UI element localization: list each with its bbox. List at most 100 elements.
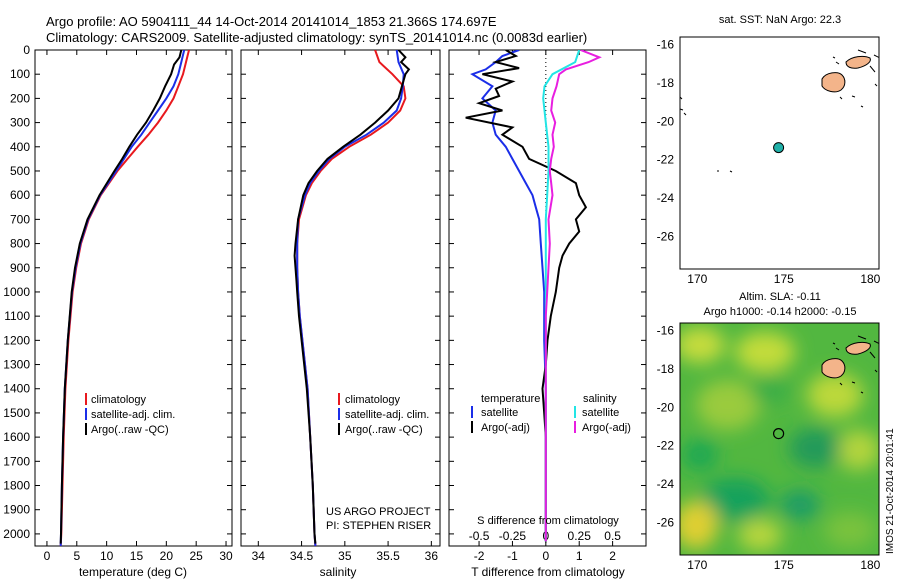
s-tick-label: 0.5: [604, 529, 621, 543]
temperature-xlabel: temperature (deg C): [79, 565, 187, 579]
x-tick-label: 5: [73, 549, 80, 563]
series-line-climatology: [59, 50, 190, 546]
fiji-main-island: [821, 358, 846, 379]
legend-label-s-argo: Argo(-adj): [582, 422, 631, 434]
fiji-main-island: [821, 72, 846, 93]
map-y-tick-label: -16: [657, 324, 675, 338]
map-x-tick-label: 180: [860, 272, 880, 286]
series-line-argo-raw-qc-: [59, 50, 183, 544]
t-difference-label: T difference from climatology: [471, 565, 625, 579]
x-tick-label: 10: [100, 549, 114, 563]
coastline-fragments: [680, 96, 733, 173]
y-tick-label: 900: [10, 261, 30, 275]
sst-map-frame: [679, 36, 880, 270]
legend-label-argo: Argo(..raw -QC): [91, 424, 169, 436]
x-tick-label: -2: [474, 549, 485, 563]
x-tick-label: 20: [160, 549, 174, 563]
map-y-tick-label: -22: [657, 153, 675, 167]
float-position-marker: [773, 142, 785, 154]
y-tick-label: 2000: [3, 527, 30, 541]
credit-project: US ARGO PROJECT: [326, 506, 431, 518]
header-line1: Argo profile: AO 5904111_44 14-Oct-2014 …: [46, 14, 497, 29]
sla-map-subtitle: Argo h1000: -0.14 h2000: -0.15: [704, 306, 857, 318]
y-tick-label: 1800: [3, 479, 30, 493]
map-x-tick-label: 170: [687, 272, 707, 286]
fiji-islets: [832, 335, 879, 394]
map-y-tick-label: -22: [657, 439, 675, 453]
map-y-tick-label: -18: [657, 362, 675, 376]
header-line2: Climatology: CARS2009. Satellite-adjuste…: [46, 30, 587, 45]
series-line-t-argo-adj-: [465, 50, 588, 542]
y-tick-label: 200: [10, 91, 30, 105]
y-tick-label: 700: [10, 212, 30, 226]
map-y-tick-label: -26: [657, 229, 675, 243]
legend-label-s-satellite: satellite: [582, 407, 619, 419]
y-tick-label: 1100: [4, 309, 30, 323]
series-line-satellite-adj-clim-: [296, 50, 405, 546]
s-tick-label: -0.5: [469, 529, 490, 543]
series-line-satellite-adj-clim-: [59, 50, 186, 546]
fiji-north-island: [845, 341, 871, 355]
map-y-tick-label: -24: [657, 477, 675, 491]
fiji-north-island: [845, 55, 871, 69]
map-x-tick-label: 175: [774, 558, 794, 572]
timestamp: IMOS 21-Oct-2014 20:01:41: [885, 428, 896, 554]
y-tick-label: 300: [10, 116, 30, 130]
map-y-tick-label: -20: [657, 400, 675, 414]
legend-label-argo: Argo(..raw -QC): [345, 424, 423, 436]
temperature-plot-frame: [34, 49, 233, 547]
fiji-islets: [832, 49, 879, 108]
map-x-tick-label: 175: [774, 272, 794, 286]
x-tick-label: 0: [542, 549, 549, 563]
map-y-tick-label: -16: [657, 38, 675, 52]
y-tick-label: 600: [10, 188, 30, 202]
map-y-tick-label: -24: [657, 191, 675, 205]
sst-map: [679, 36, 880, 270]
y-tick-label: 1400: [3, 382, 30, 396]
x-tick-label: 30: [219, 549, 233, 563]
legend-label-t-argo: Argo(-adj): [481, 422, 530, 434]
x-tick-label: -1: [507, 549, 518, 563]
y-tick-label: 1600: [3, 430, 30, 444]
x-tick-label: 0: [44, 549, 51, 563]
sla-map-title: Altim. SLA: -0.11: [739, 291, 821, 303]
legend-label-climatology: climatology: [91, 394, 147, 406]
map-y-tick-label: -20: [657, 114, 675, 128]
map-y-tick-label: -18: [657, 76, 675, 90]
x-tick-label: 25: [190, 549, 204, 563]
s-tick-label: 0.25: [568, 529, 592, 543]
y-tick-label: 1200: [3, 333, 30, 347]
legend-title-salinity: salinity: [583, 393, 617, 405]
y-tick-label: 500: [10, 164, 30, 178]
x-tick-label: 35.5: [376, 549, 400, 563]
x-tick-label: 36: [425, 549, 439, 563]
difference-legend: temperature salinity satellite Argo(-adj…: [471, 393, 631, 434]
y-tick-label: 400: [10, 140, 30, 154]
y-tick-label: 1000: [3, 285, 30, 299]
s-difference-label: S difference from climatology: [477, 515, 619, 527]
legend-title-temperature: temperature: [481, 393, 540, 405]
difference-plot-frame: [448, 49, 647, 547]
x-tick-label: 2: [609, 549, 616, 563]
y-tick-label: 100: [10, 67, 30, 81]
x-tick-label: 15: [130, 549, 144, 563]
sla-anomaly-field: [680, 327, 879, 551]
series-line-s-satellite: [542, 50, 581, 542]
float-position-marker: [772, 428, 785, 440]
y-tick-label: 1300: [3, 358, 30, 372]
salinity-plot-frame: [240, 49, 441, 547]
map-y-tick-label: -26: [657, 515, 675, 529]
y-tick-label: 0: [23, 43, 30, 57]
temperature-legend: climatology satellite-adj. clim. Argo(..…: [85, 393, 175, 436]
series-line-t-satellite: [470, 50, 547, 542]
y-tick-label: 1500: [3, 406, 30, 420]
credit-pi: PI: STEPHEN RISER: [326, 520, 431, 532]
x-tick-label: 35: [338, 549, 352, 563]
salinity-legend: climatology satellite-adj. clim. Argo(..…: [338, 393, 429, 436]
series-line-s-argo-adj-: [544, 50, 602, 542]
sst-map-title: sat. SST: NaN Argo: 22.3: [719, 14, 841, 26]
sla-map: [679, 322, 880, 556]
y-tick-label: 800: [10, 237, 30, 251]
series-line-climatology: [296, 50, 407, 546]
x-tick-label: 1: [576, 549, 583, 563]
